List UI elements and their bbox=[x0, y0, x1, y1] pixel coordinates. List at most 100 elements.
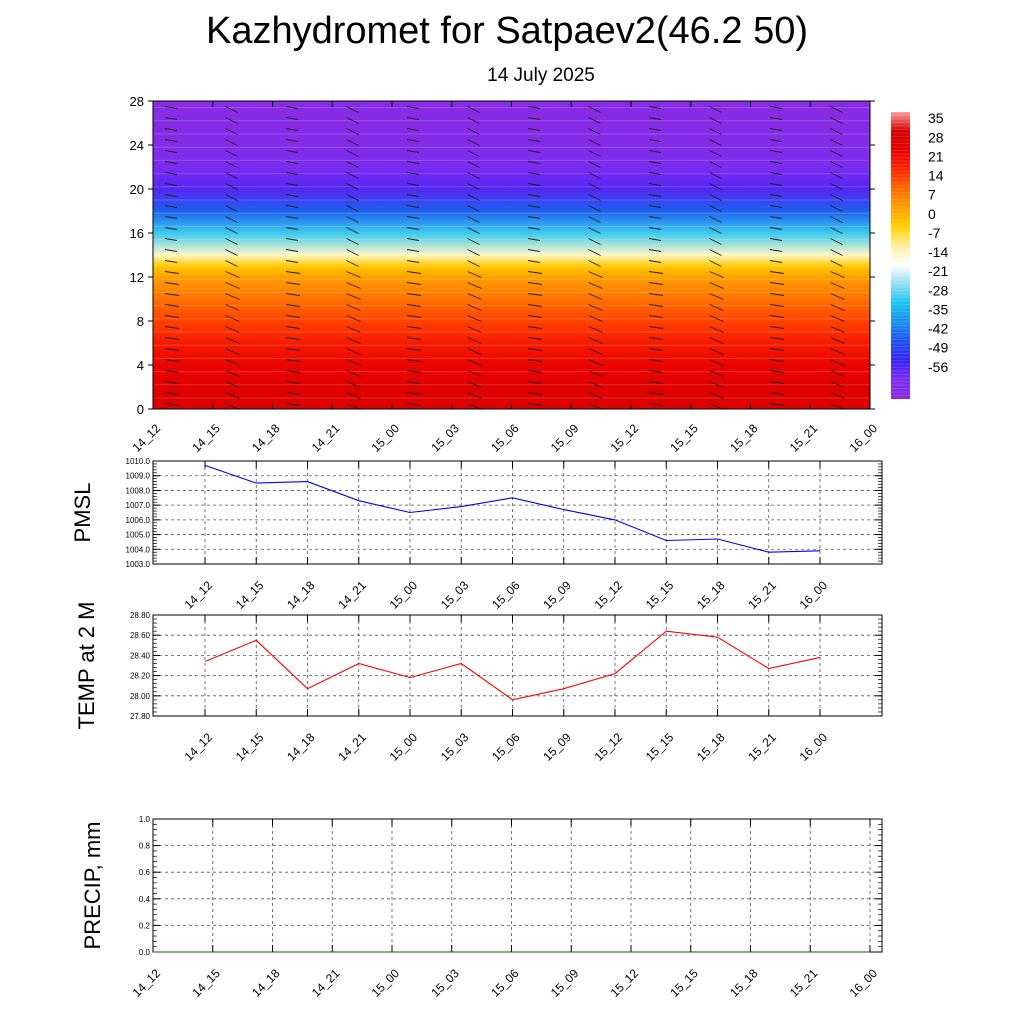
wind-barb bbox=[346, 249, 359, 256]
colorbar-label: -56 bbox=[928, 359, 948, 375]
wind-barb bbox=[467, 260, 480, 267]
wind-barb bbox=[467, 150, 480, 157]
wind-barb bbox=[830, 183, 843, 190]
y-tick-label: 28.40 bbox=[130, 651, 151, 660]
wind-barb bbox=[225, 315, 240, 322]
wind-barb bbox=[467, 139, 480, 146]
wind-barb bbox=[225, 194, 238, 201]
wind-barb bbox=[648, 326, 664, 329]
wind-barb bbox=[588, 282, 603, 289]
heatmap-x-tick-label: 14_12 bbox=[130, 421, 164, 455]
wind-barb bbox=[588, 304, 603, 311]
x-tick-label: 15_00 bbox=[387, 578, 421, 612]
wind-barb bbox=[285, 337, 301, 340]
wind-barb bbox=[588, 161, 601, 168]
y-tick-label: 28.60 bbox=[130, 631, 151, 640]
wind-barb bbox=[709, 150, 722, 157]
wind-barb bbox=[830, 370, 845, 377]
heatmap-x-tick-label: 14_18 bbox=[249, 421, 283, 455]
wind-barb bbox=[164, 293, 180, 296]
wind-barb bbox=[346, 161, 359, 168]
panel-frame bbox=[152, 818, 883, 953]
wind-barb bbox=[225, 260, 238, 267]
wind-barb bbox=[648, 260, 662, 263]
wind-barb bbox=[648, 106, 662, 109]
y-tick-label: 27.80 bbox=[130, 712, 151, 721]
panel-frame bbox=[152, 614, 883, 717]
wind-barb bbox=[588, 271, 603, 278]
wind-barb bbox=[527, 117, 541, 120]
wind-barb bbox=[769, 172, 783, 175]
wind-barb bbox=[164, 392, 180, 395]
wind-barb bbox=[588, 172, 601, 179]
x-tick-label: 15_00 bbox=[387, 730, 421, 764]
wind-barb bbox=[406, 293, 422, 296]
heatmap-field bbox=[153, 101, 870, 409]
wind-barb bbox=[588, 381, 603, 388]
wind-barb bbox=[769, 205, 783, 208]
colorbar-label: 21 bbox=[928, 148, 944, 164]
wind-barb bbox=[527, 128, 541, 131]
x-tick-label: 14_15 bbox=[189, 966, 223, 1000]
y-axis-label: PMSL bbox=[70, 483, 95, 543]
x-tick-label: 15_03 bbox=[428, 966, 462, 1000]
x-tick-label: 15_18 bbox=[694, 578, 728, 612]
colorbar-label: -35 bbox=[928, 301, 948, 317]
wind-barb bbox=[225, 337, 240, 344]
wind-barb bbox=[285, 359, 301, 362]
wind-barb bbox=[225, 293, 240, 300]
wind-barb bbox=[225, 205, 238, 212]
heatmap-x-tick-label: 15_15 bbox=[667, 421, 701, 455]
wind-barb bbox=[769, 183, 783, 186]
wind-barb bbox=[769, 370, 785, 373]
wind-barb bbox=[648, 150, 662, 153]
wind-barb bbox=[648, 172, 662, 175]
heatmap-y-tick-label: 28 bbox=[130, 94, 144, 109]
wind-barb bbox=[346, 348, 361, 355]
wind-barb bbox=[467, 304, 482, 311]
wind-barb bbox=[406, 172, 420, 175]
wind-barb bbox=[769, 106, 783, 109]
x-tick-label: 14_15 bbox=[233, 730, 267, 764]
x-tick-label: 15_12 bbox=[592, 578, 626, 612]
colorbar-scale bbox=[891, 112, 910, 399]
wind-barb bbox=[225, 370, 240, 377]
wind-barb bbox=[467, 359, 482, 366]
wind-barb bbox=[225, 227, 238, 234]
wind-barb bbox=[769, 271, 785, 274]
wind-barb bbox=[527, 260, 541, 263]
wind-barb bbox=[588, 227, 601, 234]
wind-barb bbox=[588, 293, 603, 300]
wind-barb bbox=[769, 238, 783, 241]
x-tick-label: 14_12 bbox=[182, 578, 216, 612]
wind-barb bbox=[588, 348, 603, 355]
wind-barb bbox=[164, 315, 180, 318]
wind-barb bbox=[709, 337, 724, 344]
wind-barb bbox=[164, 348, 180, 351]
wind-barb bbox=[225, 249, 238, 256]
wind-barb bbox=[648, 194, 662, 197]
wind-barb bbox=[830, 128, 843, 135]
wind-barb bbox=[285, 326, 301, 329]
wind-barb bbox=[648, 293, 664, 296]
wind-barb bbox=[164, 282, 180, 285]
wind-barb bbox=[709, 293, 724, 300]
wind-barb bbox=[830, 227, 843, 234]
wind-barb bbox=[346, 260, 359, 267]
x-tick-label: 15_15 bbox=[667, 966, 701, 1000]
wind-barb bbox=[830, 293, 845, 300]
wind-barb bbox=[769, 194, 783, 197]
wind-barb bbox=[406, 249, 420, 252]
y-tick-label: 1007.0 bbox=[126, 501, 151, 510]
wind-barb bbox=[588, 150, 601, 157]
wind-barb bbox=[225, 150, 238, 157]
wind-barb bbox=[769, 359, 785, 362]
wind-barb bbox=[406, 359, 422, 362]
x-tick-label: 15_18 bbox=[694, 730, 728, 764]
wind-barb bbox=[164, 172, 178, 175]
wind-barb bbox=[225, 172, 238, 179]
wind-barb bbox=[406, 161, 420, 164]
x-tick-label: 15_09 bbox=[540, 730, 574, 764]
wind-barb bbox=[225, 348, 240, 355]
